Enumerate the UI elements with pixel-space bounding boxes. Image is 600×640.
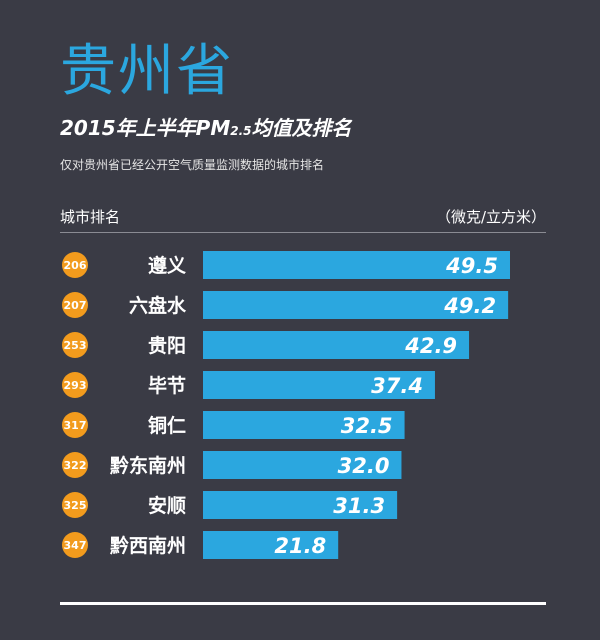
category-label: 安顺	[148, 494, 186, 517]
bar	[203, 491, 398, 519]
value-label: 32.5	[341, 414, 393, 438]
rank-label: 347	[64, 539, 87, 552]
category-label: 遵义	[148, 254, 186, 277]
rank-label: 206	[64, 259, 87, 272]
header-divider	[60, 232, 546, 233]
chart-title: 2015年上半年PM2.5均值及排名	[60, 114, 352, 145]
rank-label: 325	[64, 499, 87, 512]
category-label: 六盘水	[129, 294, 187, 317]
value-label: 49.2	[443, 294, 496, 318]
value-label: 37.4	[371, 374, 423, 398]
category-label: 贵阳	[148, 335, 186, 357]
rank-badge	[62, 492, 88, 518]
bar	[203, 371, 435, 399]
bar	[203, 531, 339, 559]
bar	[203, 251, 510, 279]
rank-label: 253	[64, 339, 87, 352]
value-label: 42.9	[404, 334, 457, 358]
rank-badge	[62, 252, 88, 278]
bar	[203, 411, 405, 439]
rank-badge	[62, 332, 88, 358]
column-header-city-rank: 城市排名	[60, 208, 121, 226]
bar	[203, 291, 509, 319]
rank-badge	[62, 452, 88, 478]
rank-badge	[62, 412, 88, 438]
rank-label: 293	[64, 379, 87, 392]
rank-label: 322	[64, 459, 87, 472]
category-label: 毕节	[148, 375, 186, 397]
value-label: 31.3	[333, 494, 385, 518]
category-label: 铜仁	[148, 414, 186, 437]
rank-badge	[62, 532, 88, 558]
bar	[203, 331, 470, 359]
title-tail: 均值及排名	[251, 116, 352, 140]
rank-badge	[62, 292, 88, 318]
value-label: 32.0	[338, 454, 390, 478]
rank-badge	[62, 372, 88, 398]
category-label: 黔东南州	[110, 454, 186, 477]
category-label: 黔西南州	[110, 534, 186, 557]
value-label: 49.5	[445, 254, 498, 278]
rank-label: 207	[64, 299, 87, 312]
column-header-unit: （微克/立方米）	[435, 208, 546, 226]
rank-label: 317	[64, 419, 87, 432]
bar	[203, 451, 402, 479]
chart-note: 仅对贵州省已经公开空气质量监测数据的城市排名	[60, 158, 325, 172]
value-label: 21.8	[274, 534, 326, 558]
title-main: 2015年上半年PM	[60, 116, 231, 140]
title-subscript: 2.5	[230, 124, 252, 138]
bottom-divider	[60, 602, 546, 605]
province-title: 贵州省	[60, 39, 234, 104]
